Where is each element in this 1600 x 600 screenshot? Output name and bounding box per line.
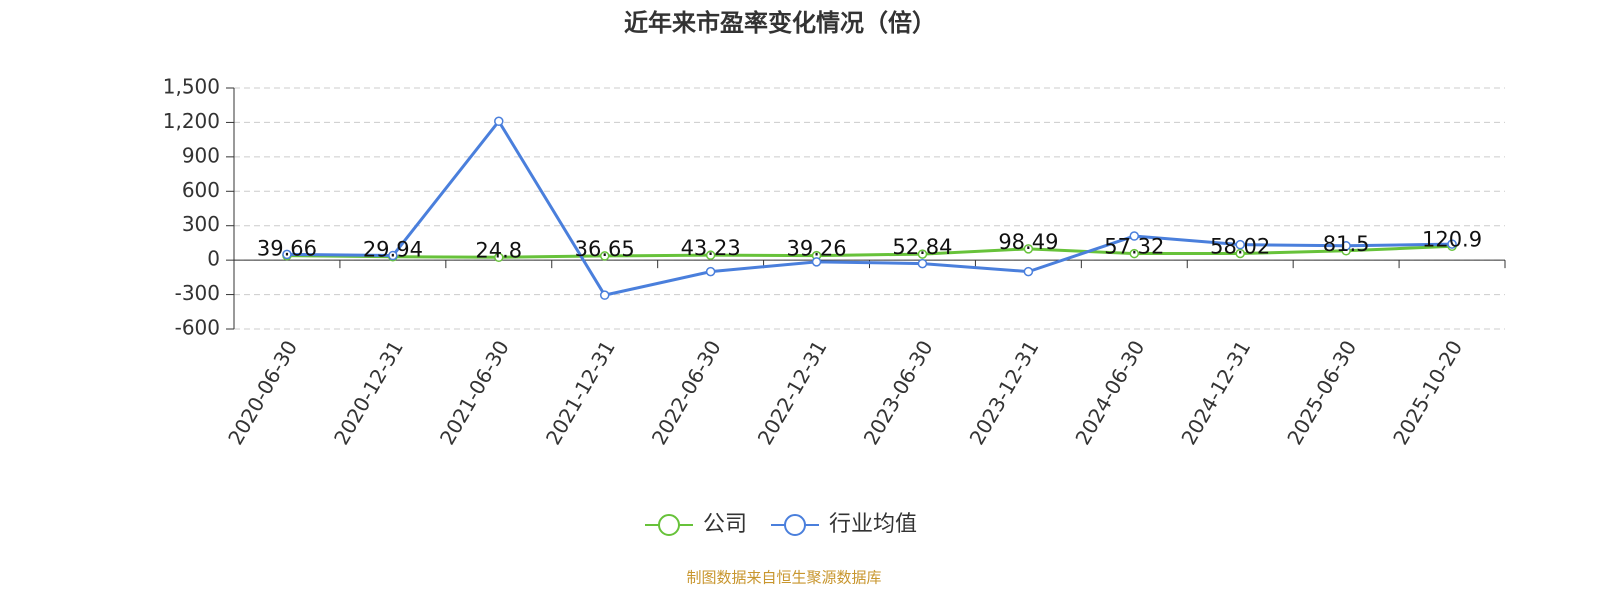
data-point — [494, 252, 504, 263]
data-point — [917, 258, 928, 269]
x-tick-label: 2022-06-30 — [647, 336, 726, 449]
source-note: 制图数据来自恒生聚源数据库 — [686, 569, 881, 587]
data-point — [388, 250, 398, 261]
y-tick-label: 1,500 — [163, 75, 220, 99]
data-label: 98.49 — [998, 230, 1058, 254]
data-point — [1129, 248, 1140, 259]
y-tick-label: 1,200 — [163, 109, 220, 133]
x-tick-label: 2020-06-30 — [223, 336, 302, 449]
x-tick-label: 2021-12-31 — [541, 336, 620, 449]
data-label: 36.65 — [575, 237, 635, 261]
x-tick-label: 2023-12-31 — [965, 336, 1044, 449]
data-point — [1235, 239, 1245, 250]
data-label: 43.23 — [681, 236, 741, 260]
data-point — [494, 116, 504, 127]
data-label: 81.5 — [1323, 232, 1370, 256]
legend-label: 公司 — [703, 512, 747, 537]
y-tick-label: 900 — [182, 143, 220, 167]
data-point — [282, 249, 292, 260]
data-label: 52.84 — [892, 235, 952, 259]
data-label: 29.94 — [363, 238, 423, 262]
data-point — [1447, 239, 1457, 249]
data-point — [1235, 248, 1245, 259]
x-tick-label: 2024-12-31 — [1176, 336, 1255, 449]
data-label: 120.9 — [1422, 227, 1482, 251]
x-tick-label: 2023-06-30 — [859, 336, 938, 449]
data-point — [811, 257, 822, 267]
data-point — [599, 290, 610, 300]
y-tick-label: -600 — [175, 316, 220, 340]
series-line — [286, 118, 1453, 297]
legend-label: 行业均值 — [829, 512, 917, 537]
data-point — [705, 266, 716, 277]
legend-marker — [784, 514, 806, 536]
data-point — [1341, 241, 1351, 251]
x-tick-label: 2025-10-20 — [1388, 336, 1467, 449]
data-point — [1023, 244, 1034, 254]
x-tick-label: 2020-12-31 — [329, 336, 408, 449]
x-tick-label: 2022-12-31 — [753, 336, 832, 449]
data-point — [1129, 231, 1140, 241]
y-tick-label: -300 — [175, 281, 220, 305]
data-label: 39.66 — [257, 237, 317, 261]
data-label: 39.26 — [786, 237, 846, 261]
data-point — [599, 251, 610, 261]
x-tick-label: 2025-06-30 — [1282, 336, 1361, 449]
data-label: 57.32 — [1104, 235, 1164, 259]
legend-marker — [658, 514, 680, 536]
data-label: 58.02 — [1210, 234, 1270, 258]
data-point — [917, 249, 928, 259]
chart-title: 近年来市盈率变化情况（倍） — [624, 9, 936, 37]
y-tick-label: 0 — [207, 247, 220, 271]
x-tick-label: 2024-06-30 — [1070, 336, 1149, 449]
data-label: 24.8 — [475, 238, 522, 262]
data-point — [705, 250, 716, 260]
y-tick-label: 300 — [182, 212, 220, 236]
y-tick-label: 600 — [182, 178, 220, 202]
x-tick-label: 2021-06-30 — [435, 336, 514, 449]
data-point — [1023, 266, 1034, 277]
series-line — [286, 244, 1453, 259]
